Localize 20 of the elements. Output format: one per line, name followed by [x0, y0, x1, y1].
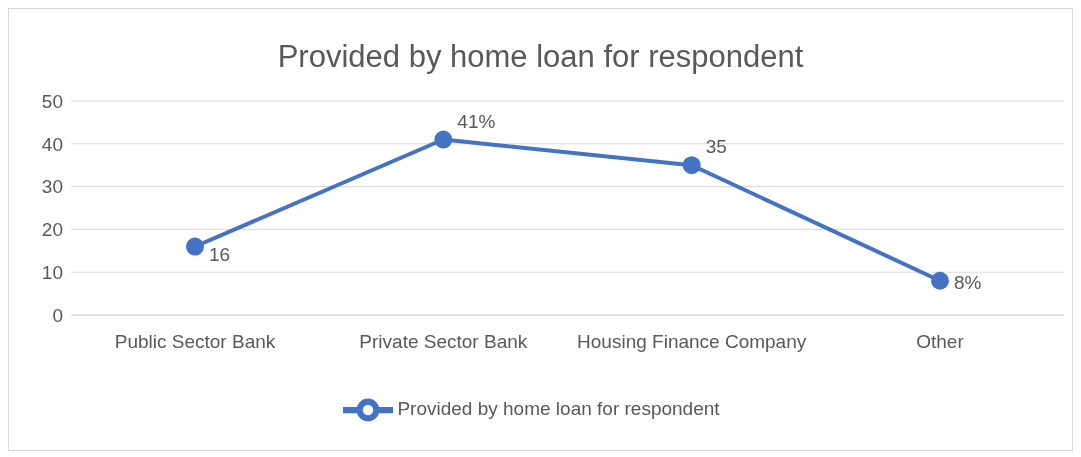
data-label: 8% [954, 271, 982, 293]
y-tick-label: 50 [41, 90, 63, 112]
y-tick-label: 20 [41, 219, 63, 241]
y-tick-label: 30 [41, 176, 63, 198]
x-tick-label: Public Sector Bank [114, 331, 276, 353]
data-label: 35 [705, 136, 727, 158]
x-tick-label: Other [916, 331, 965, 353]
y-tick-label: 10 [41, 261, 63, 283]
legend-label: Provided by home loan for respondent [397, 398, 720, 420]
point [434, 130, 453, 149]
x-tick-label: Housing Finance Company [577, 331, 807, 353]
data-label: 41% [457, 110, 496, 132]
y-tick-label: 0 [52, 304, 63, 326]
point [186, 237, 204, 256]
y-tick-label: 40 [41, 133, 63, 155]
data-label: 16 [209, 243, 231, 265]
point [682, 156, 701, 175]
x-tick-label: Private Sector Bank [359, 331, 528, 353]
chart-title: Provided by home loan for respondent [276, 38, 805, 76]
point [931, 271, 949, 290]
